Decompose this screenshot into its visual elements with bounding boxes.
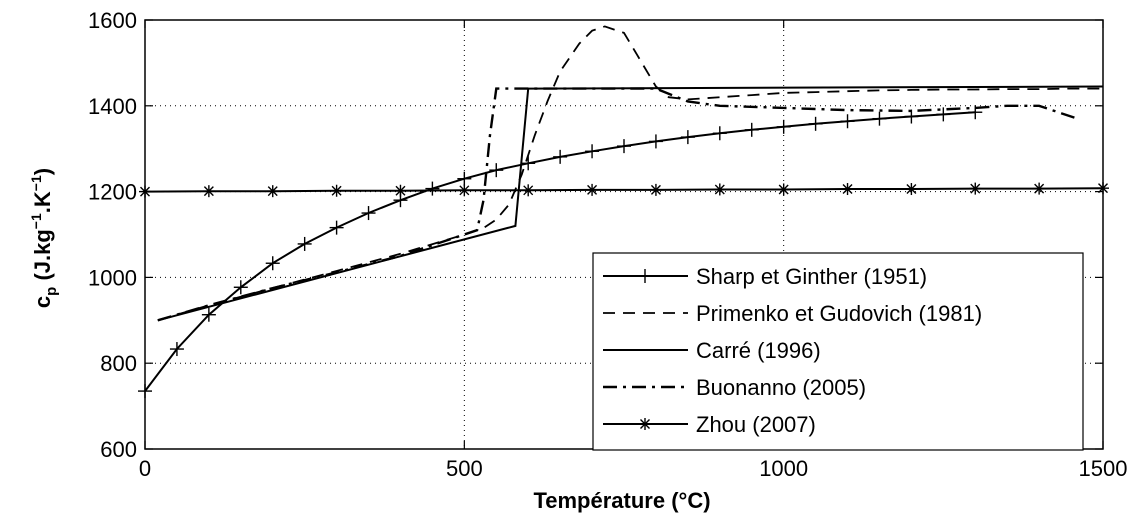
plus-marker (744, 122, 759, 137)
y-tick-label: 800 (100, 351, 137, 376)
plus-marker (425, 181, 440, 196)
plus-marker (457, 171, 472, 186)
y-axis-title-main: c (30, 296, 55, 308)
legend-entries: Sharp et Ginther (1951) Primenko et Gudov… (603, 264, 982, 437)
asterisk-marker (649, 183, 662, 196)
asterisk-marker (1033, 182, 1046, 195)
y-axis-title-subscript: p (43, 287, 60, 296)
asterisk-marker (969, 182, 982, 195)
asterisk-marker (841, 183, 854, 196)
legend-entry: Carré (1996) (603, 338, 821, 363)
asterisk-marker (586, 183, 599, 196)
plus-marker (233, 280, 248, 295)
x-tick-label: 1500 (1079, 456, 1128, 481)
y-axis-title: cp (J.kg−1.K−1) (28, 168, 60, 308)
legend-label: Zhou (2007) (696, 412, 816, 437)
legend: Sharp et Ginther (1951) Primenko et Gudov… (592, 252, 1084, 451)
y-tick-label: 1400 (88, 94, 137, 119)
legend-label: Primenko et Gudovich (1981) (696, 301, 982, 326)
plus-marker (776, 119, 791, 134)
y-tick-label: 1200 (88, 180, 137, 205)
series-line (157, 87, 1078, 322)
legend-entry: Sharp et Ginther (1951) (603, 264, 927, 289)
asterisk-marker (777, 183, 790, 196)
ticks (144, 19, 1104, 450)
legend-label: Carré (1996) (696, 338, 821, 363)
plus-marker (648, 134, 663, 149)
plus-marker (638, 269, 652, 283)
plus-marker (617, 139, 631, 154)
asterisk-marker (522, 184, 535, 197)
asterisk-marker (905, 183, 918, 196)
asterisk-marker (639, 418, 651, 430)
x-tick-label: 1000 (759, 456, 808, 481)
plus-marker (361, 206, 376, 221)
plus-marker (680, 130, 695, 145)
plus-marker (808, 116, 823, 131)
legend-label: Sharp et Ginther (1951) (696, 264, 927, 289)
legend-entry: Primenko et Gudovich (1981) (603, 301, 982, 326)
plus-marker (489, 163, 504, 178)
y-tick-label: 1000 (88, 265, 137, 290)
legend-label: Buonanno (2005) (696, 375, 866, 400)
plus-marker (872, 111, 887, 126)
legend-entry: Zhou (2007) (603, 412, 816, 437)
plus-marker (169, 342, 184, 357)
asterisk-marker (266, 185, 279, 198)
tick-labels: 0 500 1000 1500 600 800 1000 1200 1400 1600 (88, 8, 1127, 481)
y-tick-label: 600 (100, 437, 137, 462)
plus-marker (968, 105, 983, 120)
plus-marker (521, 156, 536, 171)
y-axis-title-superscript-1: −1 (28, 213, 44, 229)
asterisk-marker (713, 183, 726, 196)
y-axis-title-unit-c: ) (30, 168, 55, 175)
plus-marker (936, 107, 951, 122)
y-axis-title-superscript-2: −1 (28, 175, 44, 191)
y-axis-title-unit-b: .K (30, 191, 55, 213)
plus-marker (553, 149, 568, 164)
y-tick-label: 1600 (88, 8, 137, 33)
legend-entry: Buonanno (2005) (603, 375, 866, 400)
legend-box (592, 252, 1084, 451)
plus-marker (297, 236, 312, 251)
x-tick-label: 0 (139, 456, 151, 481)
series-3 (157, 87, 1078, 322)
x-axis-title: Température (°C) (533, 488, 710, 513)
asterisk-marker (458, 184, 471, 197)
asterisk-marker (394, 184, 407, 197)
plus-marker (840, 114, 855, 129)
y-axis-title-unit-a: (J.kg (30, 229, 55, 286)
plus-marker (201, 307, 216, 322)
asterisk-marker (330, 184, 343, 197)
plus-marker (329, 220, 344, 235)
plus-marker (712, 126, 727, 141)
asterisk-marker (202, 185, 215, 198)
series-4 (139, 182, 1109, 198)
plus-marker (585, 144, 600, 159)
series-line (144, 187, 1104, 193)
series-0 (138, 105, 983, 399)
x-tick-label: 500 (446, 456, 483, 481)
plus-marker (265, 256, 280, 271)
